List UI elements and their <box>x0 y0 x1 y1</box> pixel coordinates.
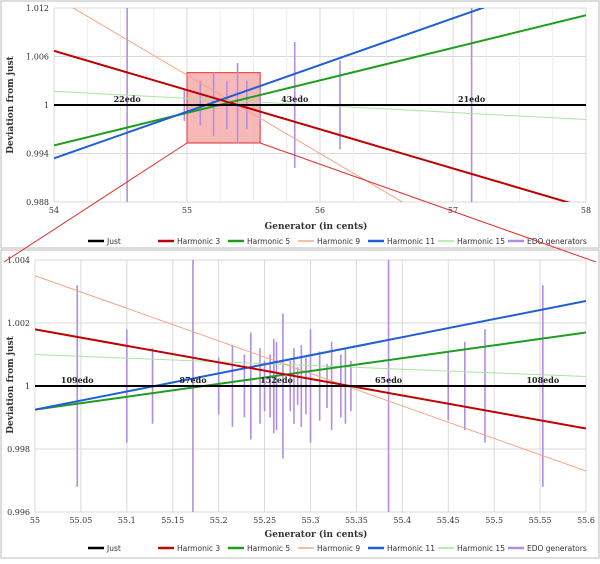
legend-label-harmonic5: Harmonic 5 <box>247 544 290 553</box>
edo-label: 43edo <box>281 94 309 104</box>
y-tick-label: 1.002 <box>7 319 30 328</box>
x-tick-label: 55.05 <box>69 516 92 525</box>
overview-x-axis-title: Generator (in cents) <box>265 221 368 232</box>
overview-chart: 22edo 43edo 21edo 54 55 56 57 58 0.988 0.994 1 1.0… <box>0 0 600 249</box>
x-tick-label: 55 <box>182 206 192 215</box>
y-tick-label: 0.998 <box>7 445 30 454</box>
zoomed-series-lines <box>35 275 586 472</box>
series-line-harmonic9 <box>72 8 404 202</box>
x-tick-label: 55.25 <box>253 516 276 525</box>
overview-chart-border <box>0 0 600 249</box>
edo-label: 21edo <box>458 94 486 104</box>
zoomed-tick-labels: 55 55.05 55.1 55.15 55.2 55.25 55.3 55.35 55.4 55… <box>7 256 595 525</box>
zoomed-edo-labels: 109edo 87edo 152edo 65edo 108edo <box>61 375 560 385</box>
legend-label-harmonic9: Harmonic 9 <box>317 237 360 246</box>
series-line-harmonic5 <box>35 331 586 411</box>
series-line-harmonic5 <box>54 14 586 147</box>
x-tick-label: 58 <box>581 206 591 215</box>
x-tick-label: 54 <box>49 206 59 215</box>
edo-label: 87edo <box>179 375 207 385</box>
legend-label-harmonic9: Harmonic 9 <box>317 544 360 553</box>
y-tick-label: 1 <box>44 101 49 110</box>
x-tick-label: 56 <box>315 206 325 215</box>
zoom-connector-left <box>3 142 188 263</box>
legend-label-harmonic3: Harmonic 3 <box>177 544 220 553</box>
x-tick-label: 55.55 <box>529 516 552 525</box>
series-line-harmonic11 <box>54 8 486 160</box>
legend-label-harmonic3: Harmonic 3 <box>177 237 220 246</box>
series-line-harmonic15 <box>35 354 586 378</box>
legend-label-harmonic15: Harmonic 15 <box>457 237 505 246</box>
legend-label-edo: EDO generators <box>527 237 587 246</box>
legend-label-harmonic11: Harmonic 11 <box>387 237 435 246</box>
y-tick-label: 0.994 <box>26 150 49 159</box>
series-line-harmonic3 <box>35 328 586 430</box>
legend-label-harmonic5: Harmonic 5 <box>247 237 290 246</box>
x-tick-label: 55 <box>30 516 40 525</box>
zoomed-legend: Just Harmonic 3 Harmonic 5 Harmonic 9 Harmon… <box>88 544 587 553</box>
x-tick-label: 55.45 <box>437 516 460 525</box>
edo-label: 109edo <box>61 375 94 385</box>
y-tick-label: 1.004 <box>7 256 30 265</box>
overview-legend: Just Harmonic 3 Harmonic 5 Harmonic 9 Harmon… <box>88 237 587 246</box>
zoom-connector-lines <box>3 142 597 263</box>
overview-y-axis-title: Deviation from just <box>6 55 16 153</box>
overview-tick-labels: 54 55 56 57 58 0.988 0.994 1 1.006 1.012 <box>26 4 591 215</box>
x-tick-label: 55.6 <box>577 516 595 525</box>
zoom-connector-right <box>259 142 597 263</box>
x-tick-label: 55.2 <box>210 516 228 525</box>
series-line-harmonic3 <box>54 49 571 202</box>
legend-label-harmonic11: Harmonic 11 <box>387 544 435 553</box>
legend-label-just: Just <box>106 237 121 246</box>
edo-label: 108edo <box>526 375 559 385</box>
x-tick-label: 57 <box>448 206 458 215</box>
y-tick-label: 0.996 <box>7 508 30 517</box>
legend-label-harmonic15: Harmonic 15 <box>457 544 505 553</box>
legend-label-edo: EDO generators <box>527 544 587 553</box>
x-tick-label: 55.4 <box>393 516 411 525</box>
y-tick-label: 1 <box>25 382 30 391</box>
zoomed-y-axis-title: Deviation from just <box>6 335 16 433</box>
edo-label: 65edo <box>375 375 403 385</box>
overview-edo-labels: 22edo 43edo 21edo <box>114 94 486 104</box>
y-tick-label: 1.012 <box>26 4 49 13</box>
x-tick-label: 55.1 <box>118 516 136 525</box>
zoomed-chart: 109edo 87edo 152edo 65edo 108edo 55 55.05 55.1… <box>0 249 600 559</box>
zoomed-x-axis-title: Generator (in cents) <box>265 529 368 540</box>
y-tick-label: 1.006 <box>26 53 49 62</box>
edo-label: 22edo <box>114 94 142 104</box>
zoomed-chart-border <box>0 249 600 559</box>
legend-label-just: Just <box>106 544 121 553</box>
x-tick-label: 55.3 <box>302 516 320 525</box>
edo-label: 152edo <box>260 375 293 385</box>
x-tick-label: 55.15 <box>161 516 184 525</box>
series-line-harmonic11 <box>35 299 586 411</box>
series-line-harmonic9 <box>35 275 586 472</box>
x-tick-label: 55.5 <box>485 516 503 525</box>
x-tick-label: 55.35 <box>345 516 368 525</box>
overview-series-lines <box>54 8 586 202</box>
y-tick-label: 0.988 <box>26 198 49 207</box>
